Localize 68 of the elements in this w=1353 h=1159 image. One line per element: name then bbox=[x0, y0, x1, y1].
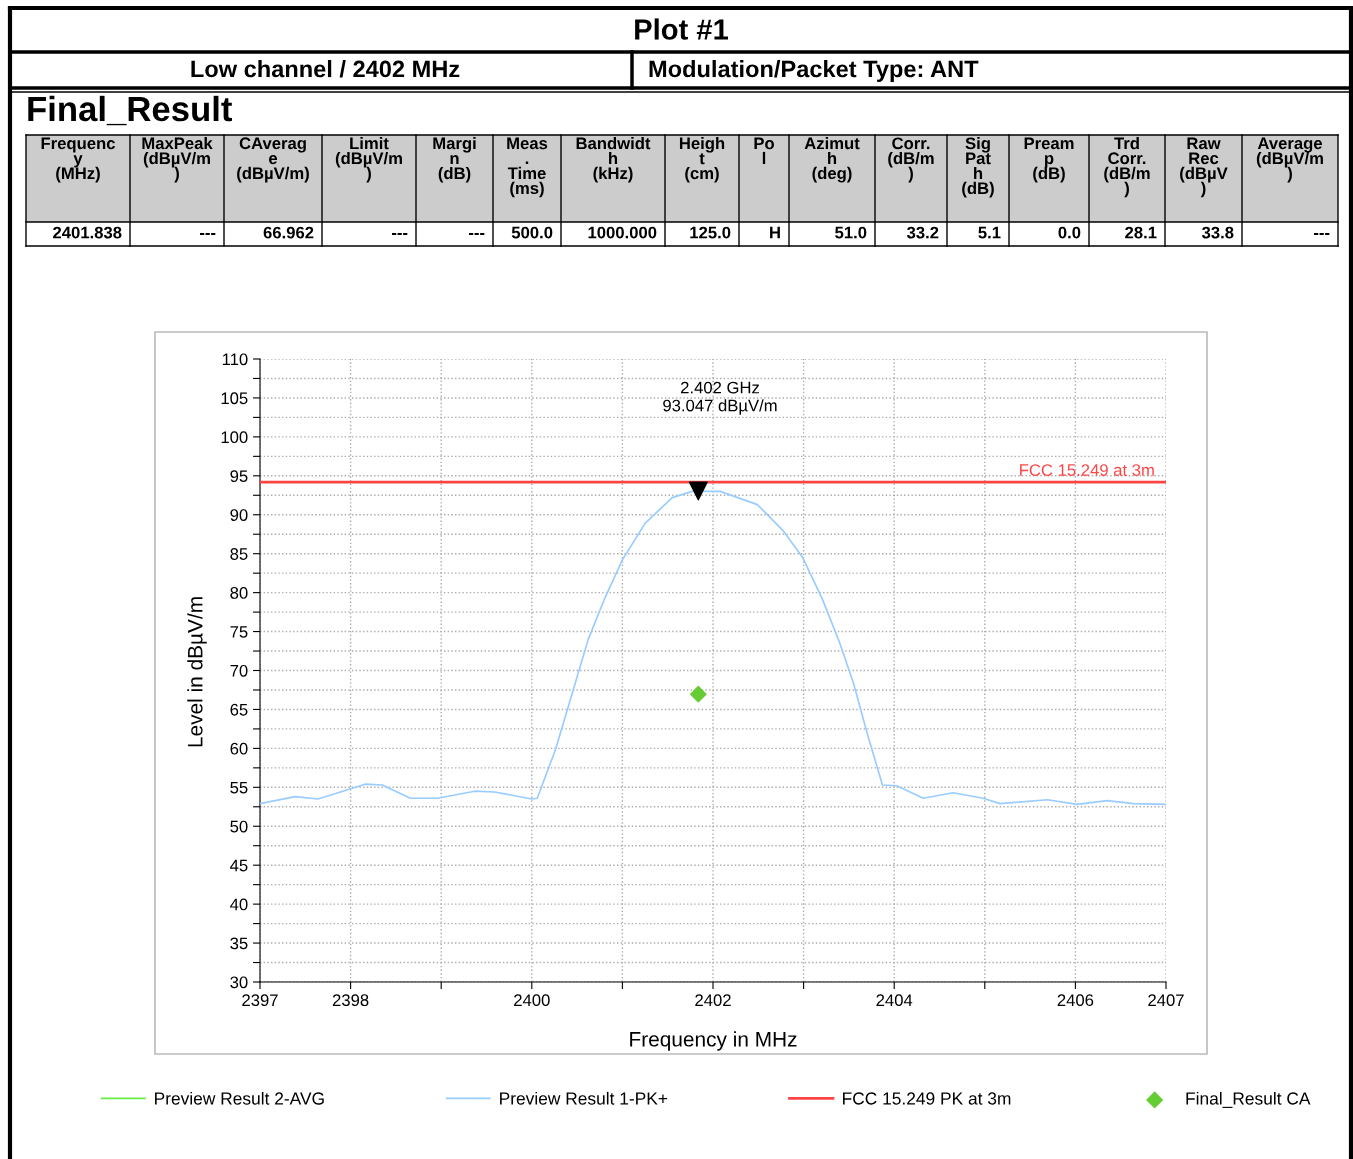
y-tick-label: 40 bbox=[230, 898, 248, 911]
category-label: Limit (dBµV/m ) bbox=[335, 137, 402, 183]
x-tick-label: 2402 bbox=[695, 994, 731, 1007]
y-tick-label: 45 bbox=[230, 859, 248, 872]
text: 125.0 bbox=[690, 226, 731, 239]
text: Low channel / 2402 MHz bbox=[191, 60, 460, 78]
y-tick-label: 100 bbox=[221, 431, 248, 444]
category-label: Pream p (dB) bbox=[1024, 137, 1074, 183]
legend-label: Preview Result 2-AVG bbox=[155, 1091, 324, 1105]
text: H bbox=[770, 226, 780, 239]
x-tick-label: 2400 bbox=[514, 994, 550, 1007]
text: 51.0 bbox=[835, 226, 867, 239]
category-label: Raw Rec (dBµV ) bbox=[1180, 137, 1228, 198]
text: 500.0 bbox=[511, 226, 553, 239]
category-label: Margi n (dB) bbox=[433, 137, 476, 183]
text: Plot #1 bbox=[635, 18, 729, 40]
y-tick-label: 105 bbox=[221, 392, 248, 405]
category-label: Meas . Time (ms) bbox=[507, 137, 548, 198]
x-tick-label: 2404 bbox=[876, 994, 913, 1007]
text: 5.1 bbox=[978, 226, 1001, 239]
text: 66.962 bbox=[263, 226, 314, 239]
category-label: Heigh t (cm) bbox=[679, 137, 725, 183]
legend-label: FCC 15.249 PK at 3m bbox=[843, 1092, 1011, 1105]
y-tick-label: 80 bbox=[230, 587, 248, 599]
y-tick-label: 65 bbox=[230, 703, 248, 716]
category-label: CAverag e (dBµV/m) bbox=[237, 137, 309, 183]
y-tick-label: 30 bbox=[230, 976, 248, 989]
x-tick-label: 2398 bbox=[332, 994, 369, 1007]
y-tick-label: 70 bbox=[230, 664, 248, 677]
y-tick-label: 50 bbox=[230, 820, 248, 833]
y-tick-label: 110 bbox=[222, 353, 248, 366]
category-label: Average (dBµV/m ) bbox=[1256, 137, 1323, 183]
text: 1000.000 bbox=[588, 226, 657, 239]
annotation: FCC 15.249 at 3m bbox=[1020, 464, 1154, 476]
category-label: Po l bbox=[754, 137, 774, 165]
y-tick-label: 90 bbox=[230, 509, 248, 521]
y-axis-title: Level in dBµV/m bbox=[187, 597, 207, 747]
y-tick-label: 60 bbox=[230, 742, 248, 755]
y-tick-label: 95 bbox=[230, 470, 248, 483]
text: 33.8 bbox=[1201, 226, 1234, 239]
text: --- bbox=[392, 232, 408, 235]
y-tick-label: 85 bbox=[230, 548, 248, 560]
x-axis-title: Frequency in MHz bbox=[630, 1031, 797, 1051]
text: --- bbox=[469, 232, 485, 235]
category-label: Bandwidt h (kHz) bbox=[576, 137, 651, 183]
text: Final_Result bbox=[28, 95, 233, 126]
y-tick-label: 55 bbox=[230, 781, 248, 794]
text: --- bbox=[1314, 232, 1330, 235]
category-label: Frequenc y (MHz) bbox=[41, 137, 116, 183]
annotation: 2.402 GHz 93.047 dBµV/m bbox=[663, 381, 777, 415]
text: 0.0 bbox=[1058, 226, 1081, 239]
y-tick-label: 75 bbox=[230, 626, 248, 638]
text: 28.1 bbox=[1125, 226, 1157, 239]
category-label: MaxPeak (dBµV/m ) bbox=[142, 137, 213, 183]
legend-label: Preview Result 1-PK+ bbox=[500, 1091, 668, 1105]
x-tick-label: 2397 bbox=[242, 994, 278, 1007]
category-label: Corr. (dB/m ) bbox=[888, 137, 934, 183]
legend-label: Final_Result CA bbox=[1186, 1091, 1311, 1108]
x-tick-label: 2407 bbox=[1148, 994, 1184, 1007]
category-label: Azimut h (deg) bbox=[804, 137, 860, 183]
x-tick-label: 2406 bbox=[1057, 994, 1094, 1007]
text: 33.2 bbox=[906, 226, 939, 239]
y-tick-label: 35 bbox=[230, 937, 248, 950]
category-label: Trd Corr. (dB/m ) bbox=[1104, 137, 1150, 198]
text: --- bbox=[200, 232, 216, 235]
category-label: Sig Pat h (dB) bbox=[962, 137, 994, 198]
text: 2401.838 bbox=[53, 226, 122, 239]
text: Modulation/Packet Type: ANT bbox=[649, 60, 979, 82]
